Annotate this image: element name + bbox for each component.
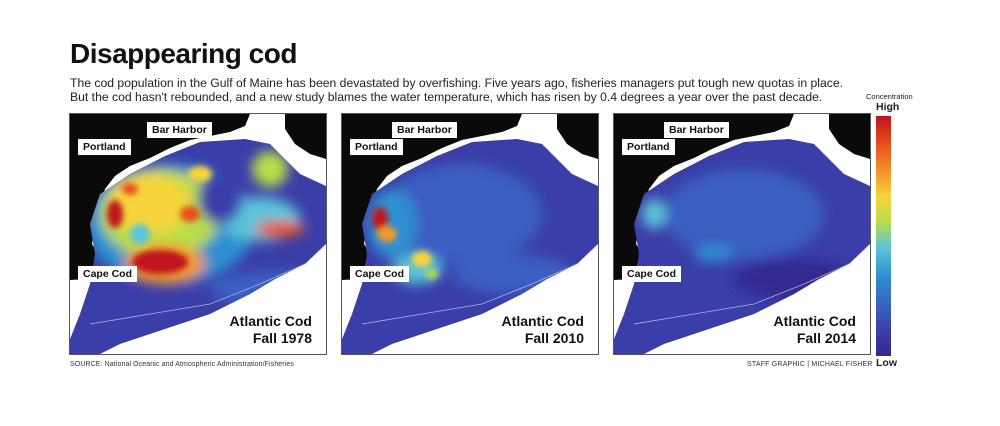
graphic-title: Disappearing cod: [70, 38, 297, 69]
label-bar-harbor: Bar Harbor: [664, 122, 729, 138]
panel-season: Fall 2014: [796, 330, 856, 346]
panel-season: Fall 2010: [524, 330, 584, 346]
source-note: SOURCE: National Oceanic and Atmospheric…: [70, 361, 294, 368]
map-panel-1978: Bar Harbor Portland Cape Cod Atlantic Co…: [69, 113, 327, 355]
panel-species: Atlantic Cod: [501, 313, 584, 329]
label-portland: Portland: [350, 139, 403, 155]
label-cape-cod: Cape Cod: [350, 266, 410, 282]
map-panel-2010: Bar Harbor Portland Cape Cod Atlantic Co…: [341, 113, 599, 355]
legend-low-label: Low: [876, 357, 897, 369]
map-1978: [70, 114, 326, 354]
label-bar-harbor: Bar Harbor: [147, 122, 212, 138]
label-portland: Portland: [78, 139, 131, 155]
label-cape-cod: Cape Cod: [78, 266, 138, 282]
panel-season: Fall 1978: [252, 330, 312, 346]
label-cape-cod: Cape Cod: [622, 266, 682, 282]
legend-high-label: High: [876, 101, 900, 113]
legend-color-bar: [876, 116, 891, 356]
map-panel-2014: Bar Harbor Portland Cape Cod Atlantic Co…: [613, 113, 871, 355]
label-bar-harbor: Bar Harbor: [392, 122, 457, 138]
panel-species: Atlantic Cod: [229, 313, 312, 329]
label-portland: Portland: [622, 139, 675, 155]
map-2010: [342, 114, 598, 354]
staff-credit: STAFF GRAPHIC | MICHAEL FISHER: [747, 361, 873, 368]
legend-title: Concentration: [866, 92, 913, 101]
panel-species: Atlantic Cod: [773, 313, 856, 329]
graphic-description: The cod population in the Gulf of Maine …: [70, 76, 844, 104]
